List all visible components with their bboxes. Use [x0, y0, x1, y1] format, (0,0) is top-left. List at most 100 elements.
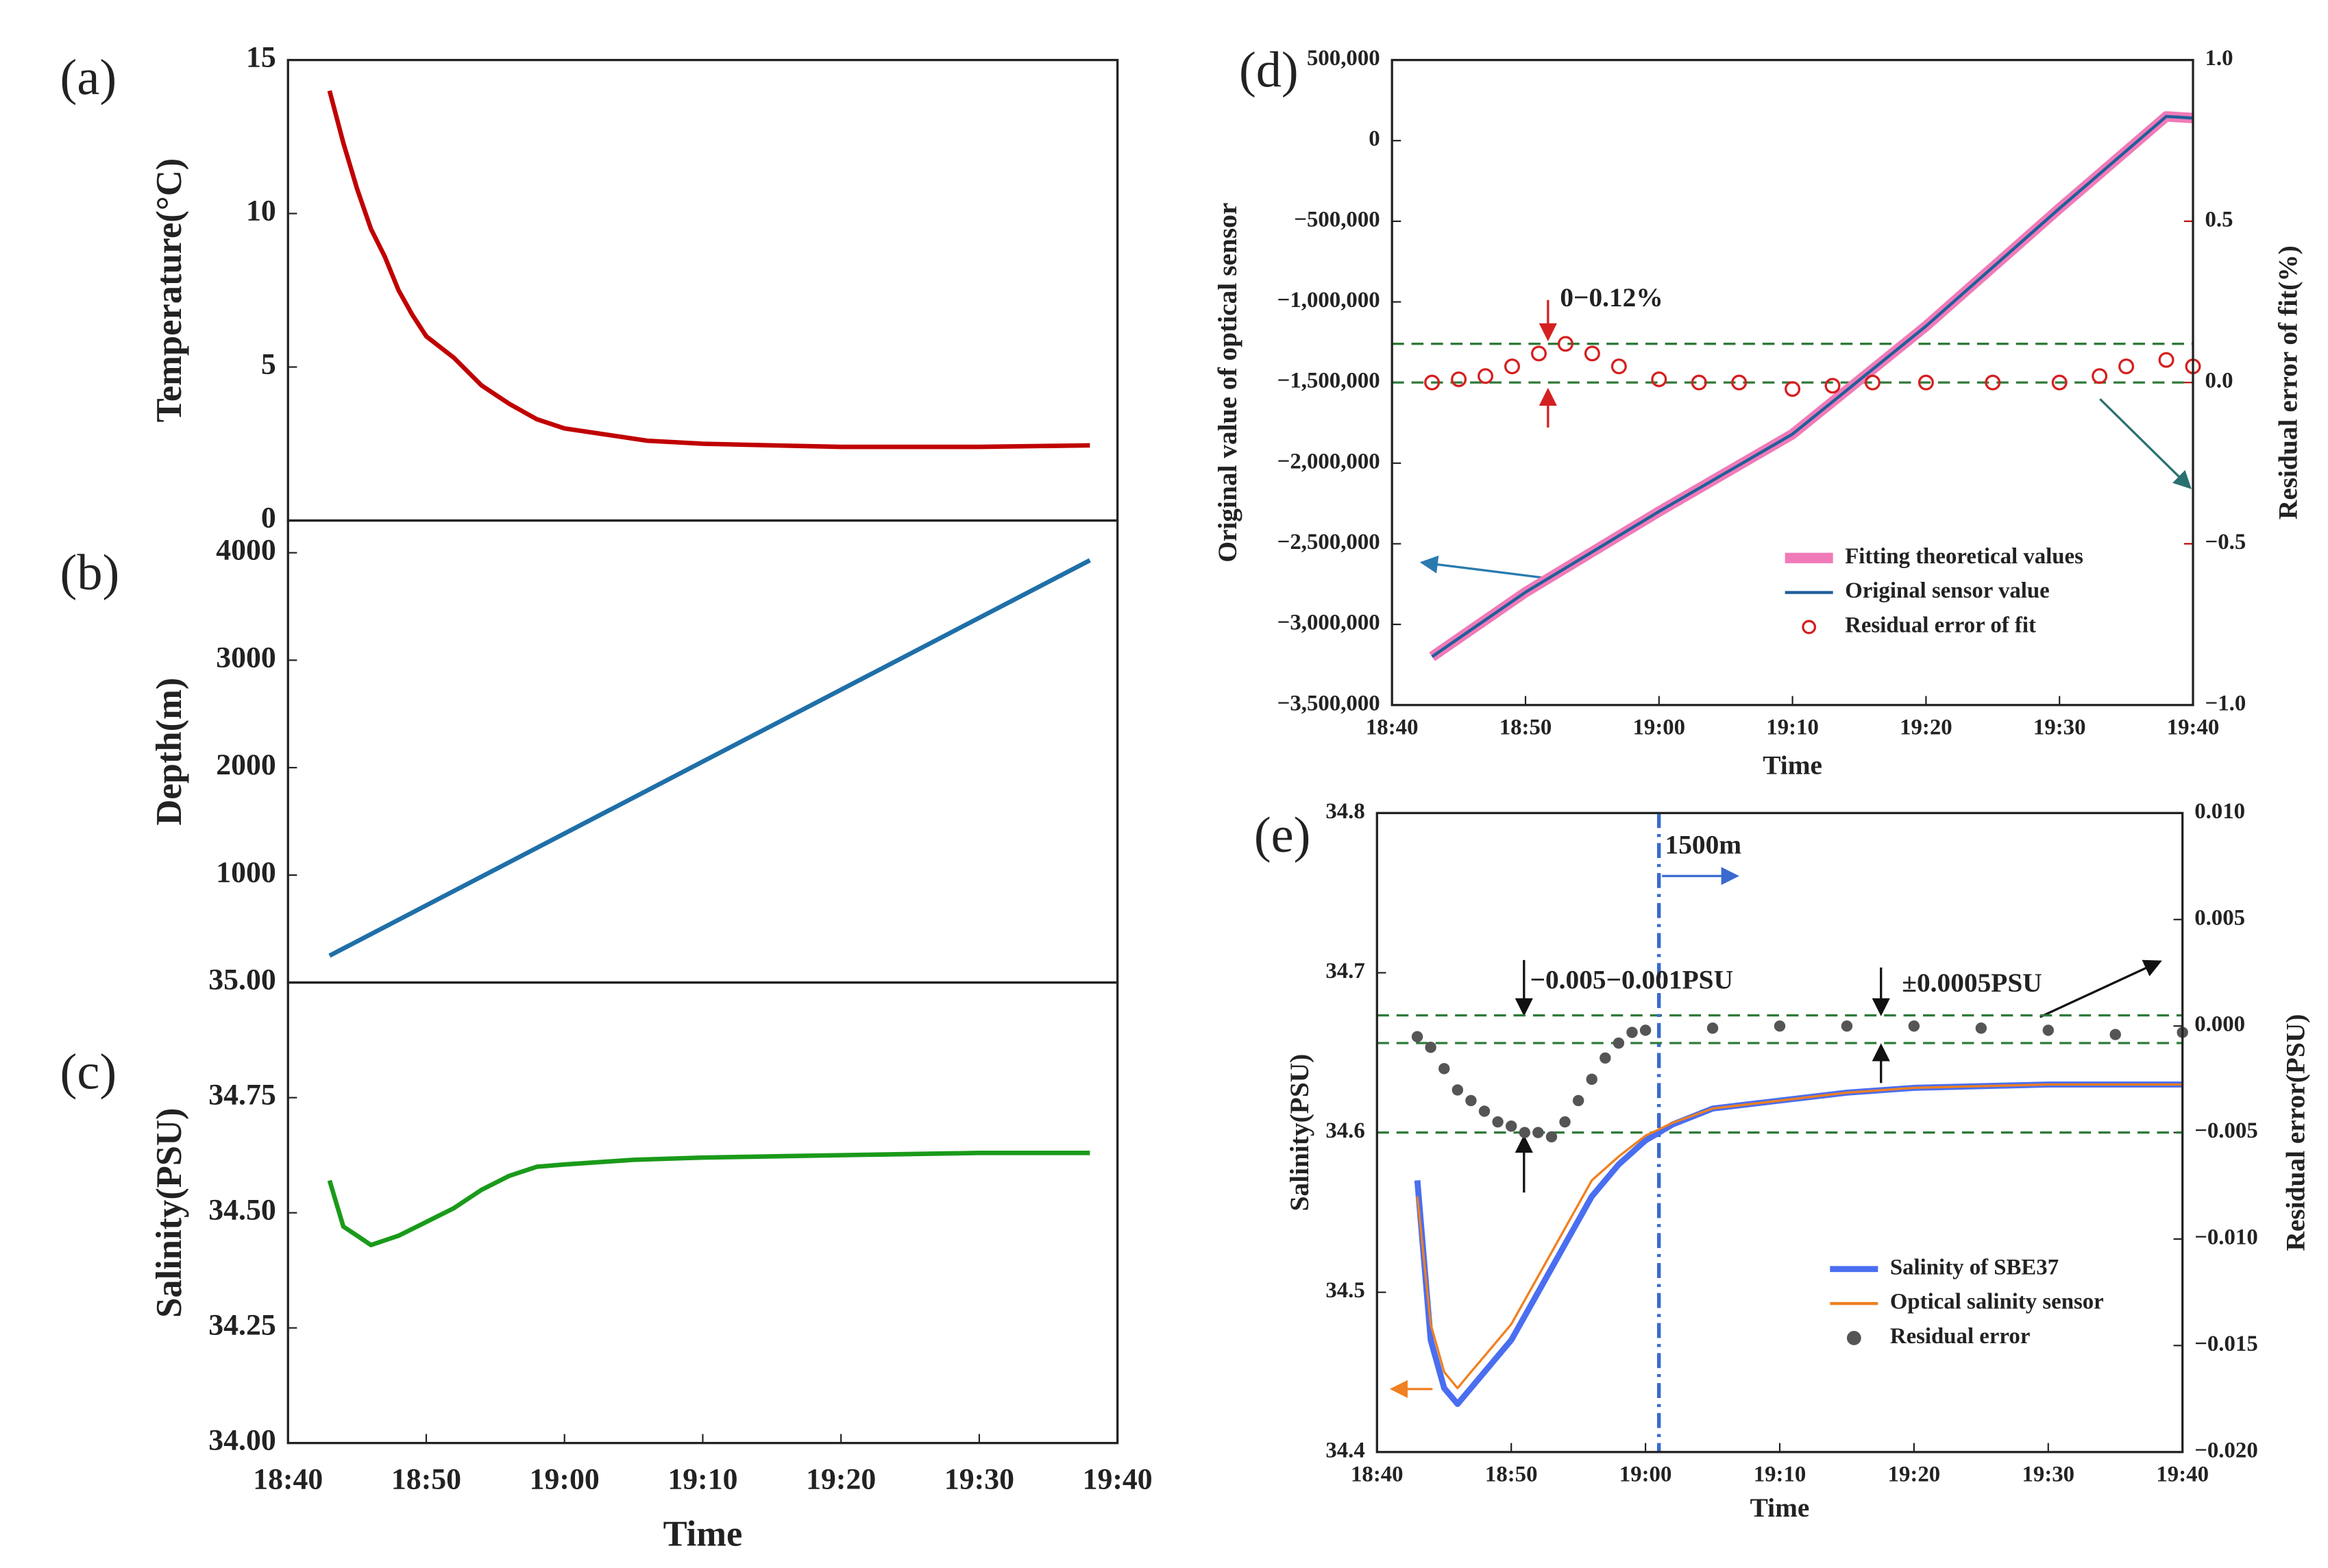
data-point	[1706, 1022, 1719, 1034]
data-point	[1824, 378, 1841, 394]
y-tick-label: 4000	[216, 534, 276, 567]
x-axis-label: Time	[1750, 1493, 1810, 1523]
legend-symbol	[1802, 620, 1817, 635]
x-tick-label: 18:40	[1366, 715, 1419, 739]
data-point	[1626, 1027, 1638, 1038]
y-tick-label: 3000	[216, 641, 276, 674]
data-point	[1975, 1022, 1987, 1034]
data-point	[2092, 368, 2108, 384]
data-point	[1864, 374, 1880, 391]
annotation: ±0.0005PSU	[1902, 968, 2042, 998]
data-point	[1411, 1031, 1423, 1042]
legend-label: Original sensor value	[1845, 578, 2050, 603]
data-point	[2042, 1025, 2054, 1036]
x-tick-label: 18:40	[1351, 1462, 1404, 1486]
annotation: 0−0.12%	[1560, 282, 1663, 313]
y-tick-label: 34.50	[208, 1194, 275, 1227]
y-tick-label: 34.6	[1325, 1118, 1364, 1143]
plot-frame	[286, 58, 1119, 522]
data-point	[1519, 1127, 1531, 1138]
x-tick-label: 19:30	[2022, 1462, 2074, 1486]
y-tick-label: 1000	[216, 856, 276, 889]
y2-tick-label: 0.005	[2194, 905, 2245, 930]
y-tick-label: −3,500,000	[1277, 691, 1380, 715]
annotation: −0.005−0.001PSU	[1530, 965, 1733, 995]
y2-tick-label: 0.000	[2194, 1012, 2245, 1037]
y-tick-label: −2,500,000	[1277, 530, 1380, 554]
data-point	[1586, 1073, 1597, 1086]
data-point	[1584, 345, 1600, 362]
data-line	[327, 90, 1090, 450]
y-tick-label: 34.7	[1325, 959, 1364, 983]
data-point	[1610, 358, 1627, 375]
y-tick-label: 34.4	[1325, 1438, 1364, 1462]
y-axis-label: Depth(m)	[149, 678, 189, 826]
y-tick-label: 34.5	[1325, 1278, 1364, 1303]
data-point	[1532, 1127, 1544, 1138]
y-tick-label: 15	[246, 41, 276, 74]
data-point	[2158, 352, 2174, 368]
data-point	[1504, 358, 1521, 375]
data-point	[2118, 358, 2135, 375]
y2-tick-label: −0.015	[2194, 1332, 2258, 1356]
data-point	[1908, 1020, 1920, 1032]
panel-label: (c)	[60, 1044, 117, 1101]
x-tick-label: 19:20	[1900, 715, 1952, 739]
y-tick-label: 35.00	[208, 964, 275, 996]
y-tick-label: 0	[1369, 127, 1380, 151]
y-tick-label: 5	[261, 348, 276, 381]
x-tick-label: 19:40	[1083, 1463, 1153, 1496]
legend-symbol	[1846, 1331, 1861, 1345]
y2-tick-label: −0.005	[2194, 1118, 2258, 1143]
annotation: 1500m	[1665, 830, 1742, 860]
x-axis-label: Time	[663, 1515, 743, 1554]
y-tick-label: −1,000,000	[1277, 288, 1380, 313]
data-point	[1424, 374, 1441, 391]
x-tick-label: 19:30	[944, 1463, 1014, 1496]
data-line	[1429, 111, 2194, 661]
x-tick-label: 19:10	[667, 1463, 737, 1496]
y-tick-label: −500,000	[1294, 207, 1380, 232]
data-point	[1613, 1037, 1625, 1049]
x-tick-label: 18:50	[1485, 1462, 1538, 1486]
data-point	[1651, 371, 1667, 387]
x-tick-label: 18:50	[391, 1463, 461, 1496]
y-tick-label: 34.8	[1325, 799, 1364, 824]
y-tick-label: 34.75	[208, 1079, 275, 1112]
data-point	[1478, 368, 1494, 384]
y2-tick-label: 0.010	[2194, 799, 2245, 824]
y-tick-label: 2000	[216, 748, 276, 781]
plot-frame	[286, 981, 1119, 1445]
data-line	[328, 558, 1091, 958]
plot-frame	[1375, 811, 2184, 1454]
data-point	[1557, 336, 1573, 352]
data-point	[1425, 1042, 1436, 1053]
legend-label: Salinity of SBE37	[1890, 1255, 2059, 1279]
legend-label: Fitting theoretical values	[1845, 544, 2083, 569]
x-tick-label: 19:10	[1754, 1462, 1806, 1486]
y-tick-label: −1,500,000	[1277, 369, 1380, 393]
y2-tick-label: −0.010	[2194, 1225, 2258, 1250]
y2-axis-label: Residual error of fit(%)	[2272, 245, 2303, 519]
data-point	[1530, 345, 1547, 362]
y-tick-label: 0	[261, 502, 276, 535]
y2-tick-label: −0.020	[2194, 1438, 2258, 1462]
y-tick-label: 10	[246, 195, 276, 228]
data-point	[1985, 374, 2001, 391]
data-point	[1451, 371, 1467, 387]
y2-tick-label: −0.5	[2205, 530, 2246, 554]
x-tick-label: 18:50	[1499, 715, 1552, 739]
x-tick-label: 19:00	[1633, 715, 1686, 739]
legend-label: Residual error of fit	[1845, 613, 2036, 637]
data-line	[327, 1151, 1090, 1248]
x-tick-label: 19:40	[2156, 1462, 2209, 1486]
data-point	[1505, 1120, 1517, 1132]
data-point	[1572, 1094, 1584, 1107]
data-line	[1431, 114, 2194, 659]
x-tick-label: 18:40	[253, 1463, 323, 1496]
arrows	[1389, 299, 2192, 1398]
y-axis-label: Salinity(PSU)	[149, 1107, 189, 1317]
y-tick-label: 500,000	[1307, 46, 1380, 71]
panel-label: (a)	[60, 49, 117, 106]
